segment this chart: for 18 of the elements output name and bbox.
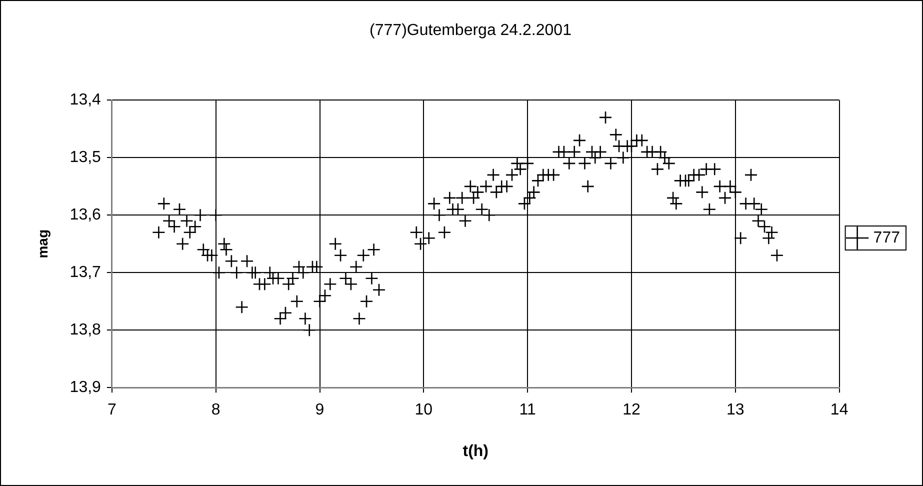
chart-title: (777)Gutemberga 24.2.2001 [370,22,572,40]
x-tick-label: 11 [519,402,536,419]
x-tick-label: 14 [830,402,848,419]
x-axis-title: t(h) [462,442,489,460]
y-tick-label: 13,4 [70,92,102,109]
y-tick-label: 13,7 [70,264,102,282]
x-tick-label: 10 [414,402,433,419]
y-tick-label: 13,5 [70,149,102,166]
x-tick-label: 9 [315,402,324,419]
y-axis-title: mag [34,230,50,258]
y-tick-label: 13,8 [70,322,102,339]
legend-label: 777 [873,229,900,246]
x-tick-label: 7 [107,402,116,419]
x-tick-label: 8 [211,402,220,419]
x-tick-label: 12 [622,402,640,419]
y-tick-label: 13,6 [70,206,102,224]
y-tick-label: 13,9 [70,379,102,396]
x-tick-label: 13 [726,402,744,419]
